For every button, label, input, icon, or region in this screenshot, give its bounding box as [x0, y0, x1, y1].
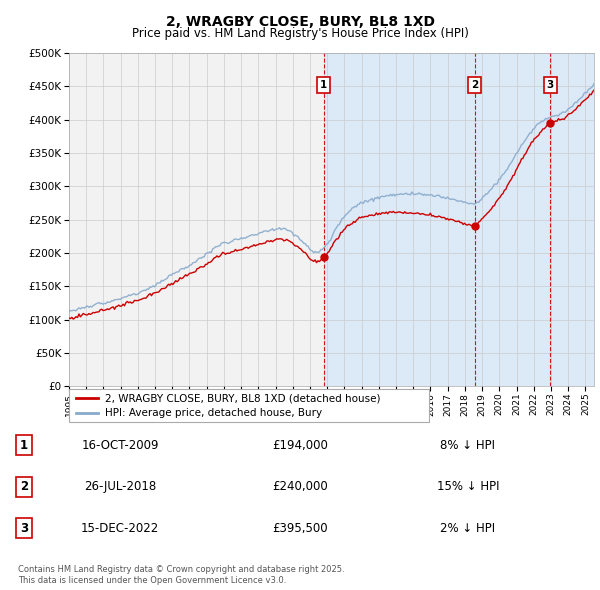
Text: £395,500: £395,500 — [272, 522, 328, 535]
Text: 15-DEC-2022: 15-DEC-2022 — [81, 522, 159, 535]
Text: 15% ↓ HPI: 15% ↓ HPI — [437, 480, 499, 493]
Text: 8% ↓ HPI: 8% ↓ HPI — [440, 439, 496, 452]
Bar — [323, 53, 594, 386]
FancyBboxPatch shape — [69, 389, 429, 422]
Text: HPI: Average price, detached house, Bury: HPI: Average price, detached house, Bury — [105, 408, 322, 418]
Text: 1: 1 — [20, 439, 28, 452]
Text: 2, WRAGBY CLOSE, BURY, BL8 1XD (detached house): 2, WRAGBY CLOSE, BURY, BL8 1XD (detached… — [105, 394, 380, 404]
Text: 2: 2 — [471, 80, 478, 90]
Text: Contains HM Land Registry data © Crown copyright and database right 2025.
This d: Contains HM Land Registry data © Crown c… — [18, 565, 344, 585]
Text: £240,000: £240,000 — [272, 480, 328, 493]
Text: 1: 1 — [320, 80, 327, 90]
Text: 2: 2 — [20, 480, 28, 493]
Text: 26-JUL-2018: 26-JUL-2018 — [84, 480, 156, 493]
Text: 2% ↓ HPI: 2% ↓ HPI — [440, 522, 496, 535]
Text: 3: 3 — [20, 522, 28, 535]
Text: 2, WRAGBY CLOSE, BURY, BL8 1XD: 2, WRAGBY CLOSE, BURY, BL8 1XD — [166, 15, 434, 29]
Text: 3: 3 — [547, 80, 554, 90]
Text: 16-OCT-2009: 16-OCT-2009 — [81, 439, 159, 452]
Bar — [69, 53, 323, 386]
Text: £194,000: £194,000 — [272, 439, 328, 452]
Text: Price paid vs. HM Land Registry's House Price Index (HPI): Price paid vs. HM Land Registry's House … — [131, 27, 469, 40]
